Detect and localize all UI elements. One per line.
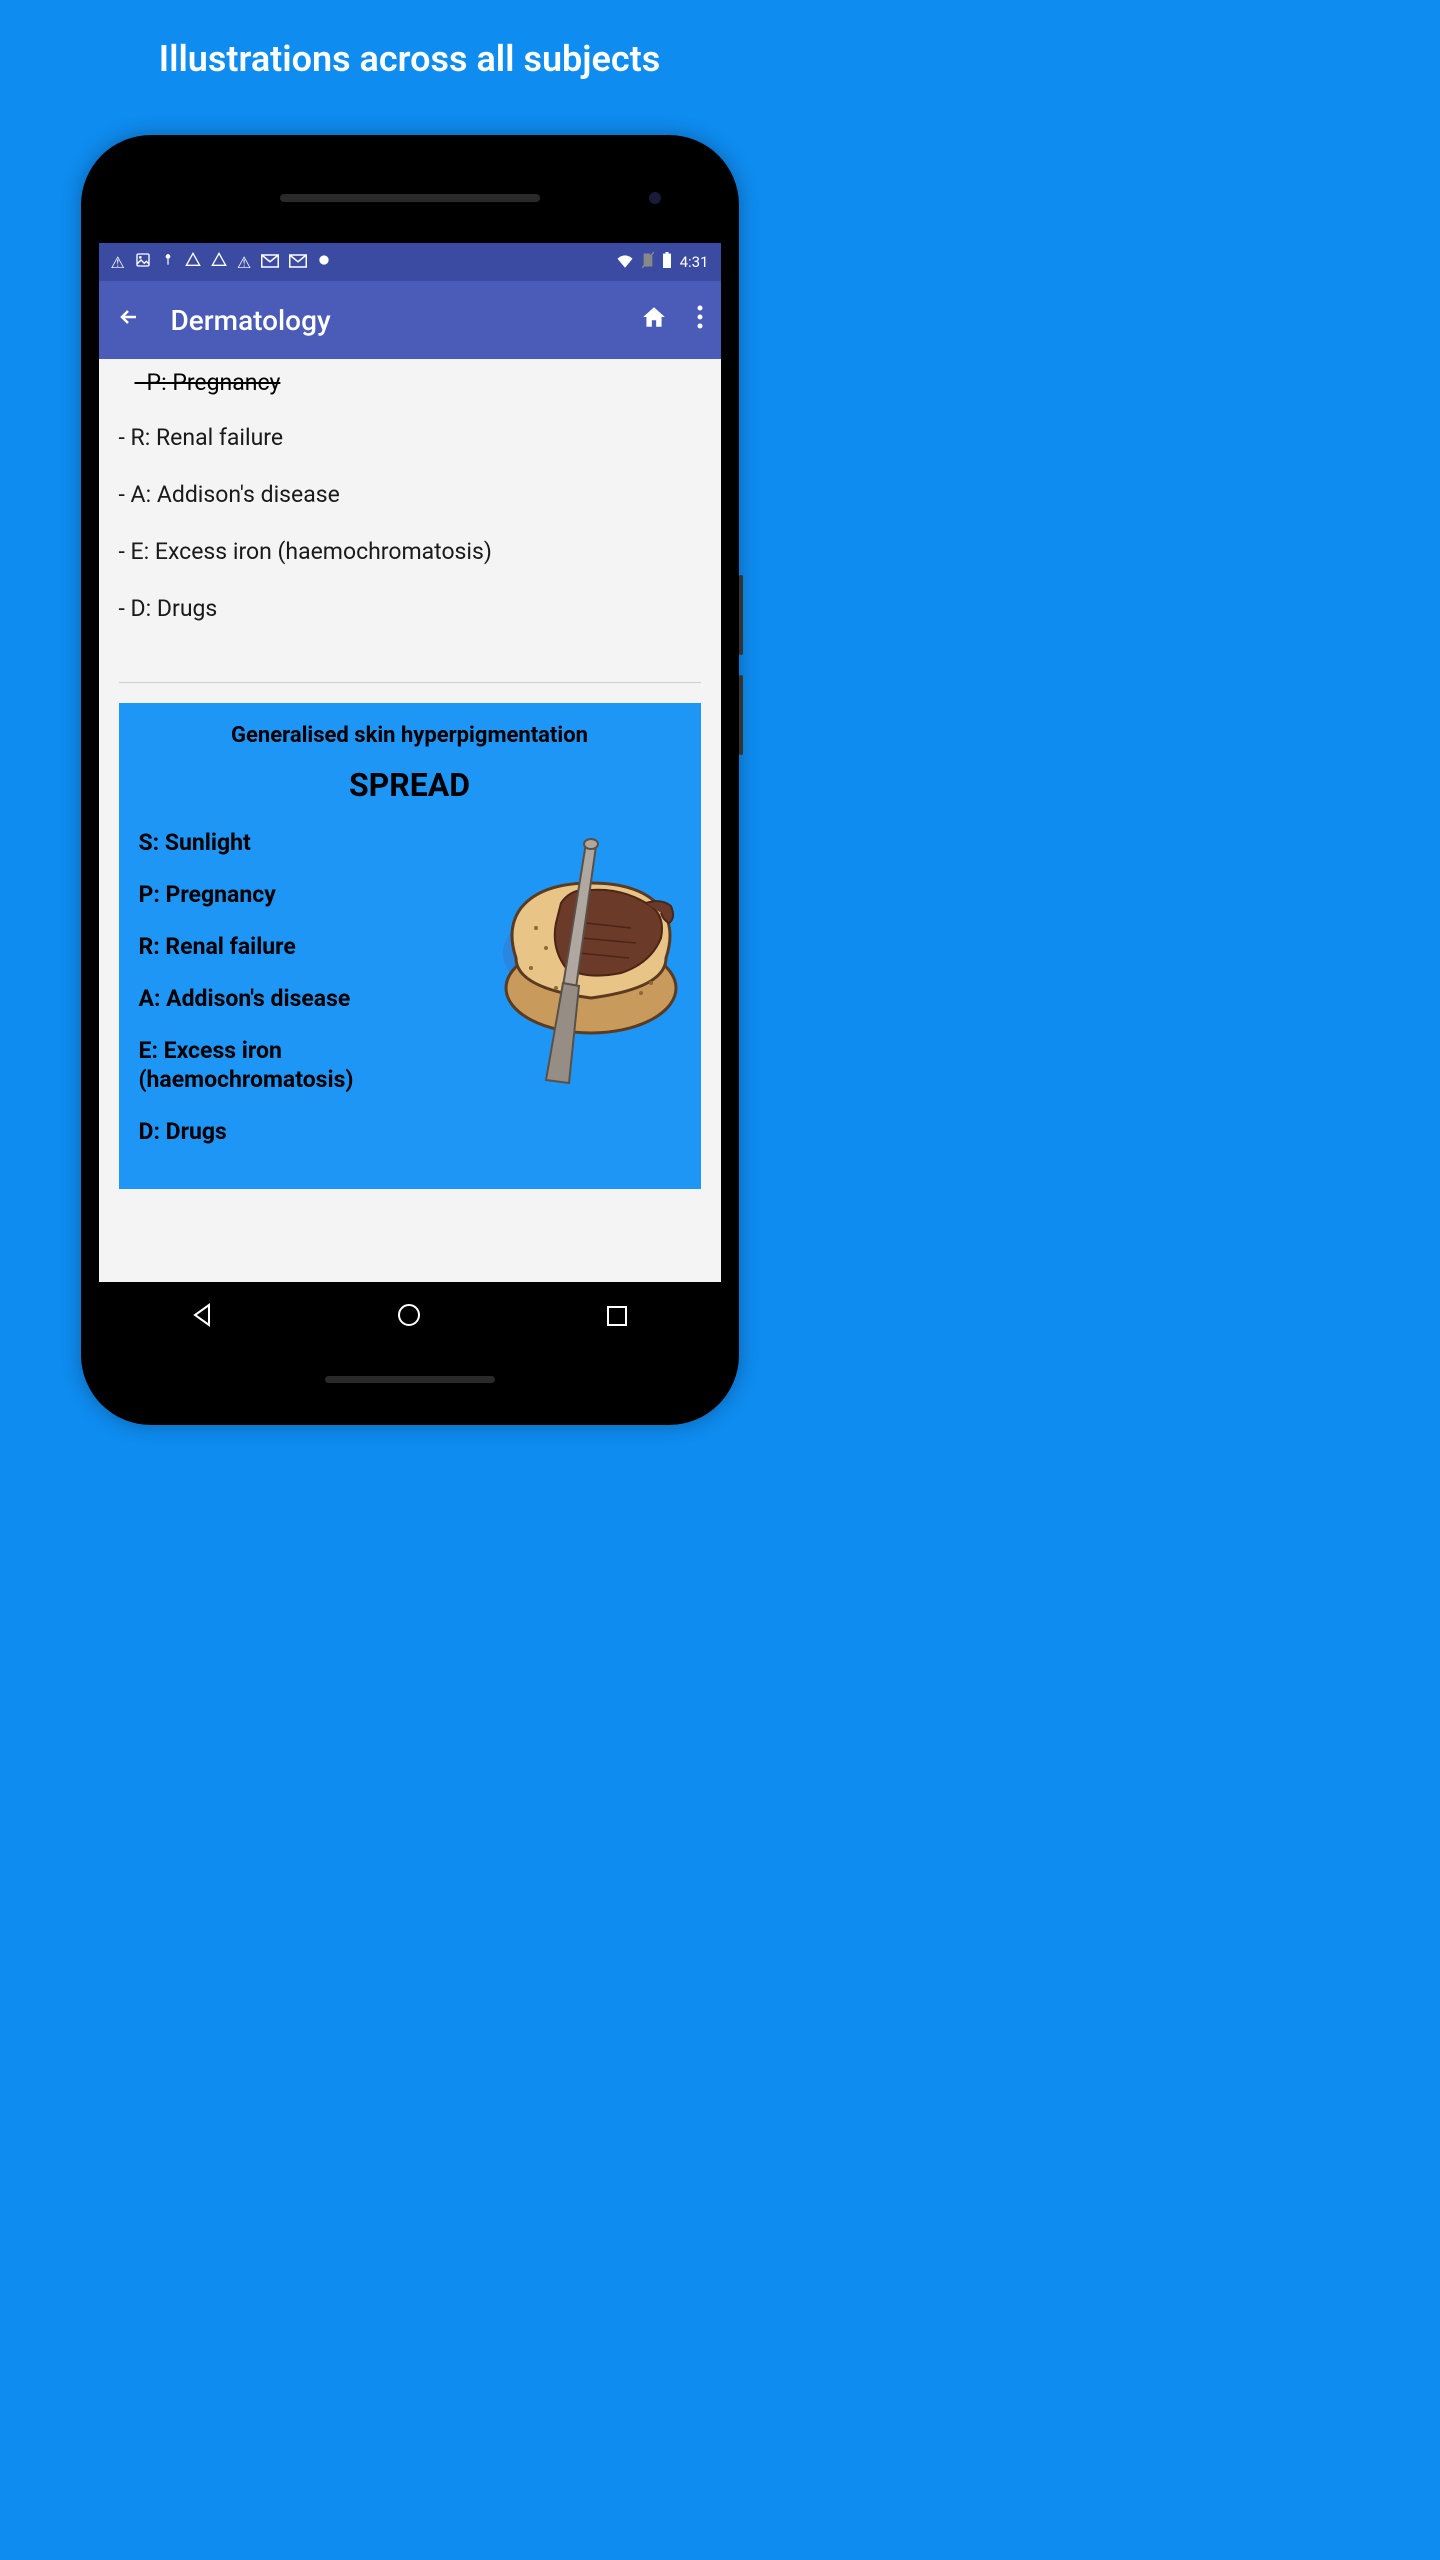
promo-container: Illustrations across all subjects ⚠ [0, 0, 819, 1456]
navigation-bar [99, 1282, 721, 1352]
back-arrow-icon[interactable] [117, 305, 141, 336]
list-item: - R: Renal failure [119, 424, 701, 451]
battery-icon [662, 252, 672, 272]
card-item: D: Drugs [139, 1117, 464, 1147]
phone-screen: ⚠ ⚠ [99, 153, 721, 1407]
status-left: ⚠ ⚠ [111, 252, 332, 272]
card-item: E: Excess iron (haemochromatosis) [139, 1036, 464, 1096]
warning-icon-2 [185, 252, 201, 272]
list-item: - D: Drugs [119, 595, 701, 622]
app-bar: Dermatology [99, 281, 721, 359]
phone-bezel-top [99, 153, 721, 243]
phone-bezel-bottom [99, 1352, 721, 1407]
mnemonic-card: Generalised skin hyperpigmentation SPREA… [119, 703, 701, 1189]
mail-icon-2 [289, 253, 307, 272]
divider [119, 682, 701, 683]
partial-list-item: - P: Pregnancy [135, 369, 701, 396]
home-icon[interactable] [641, 304, 667, 337]
volume-up-button [739, 575, 743, 655]
card-item: P: Pregnancy [139, 880, 464, 910]
list-item: - A: Addison's disease [119, 481, 701, 508]
promo-title: Illustrations across all subjects [159, 38, 661, 80]
phone-speaker [280, 194, 540, 202]
nav-home-icon[interactable] [397, 1301, 421, 1334]
status-time: 4:31 [680, 253, 709, 271]
content-area[interactable]: - P: Pregnancy - R: Renal failure - A: A… [99, 359, 721, 1282]
menu-dots-icon[interactable] [697, 305, 703, 336]
phone-frame: ⚠ ⚠ [81, 135, 739, 1425]
mail-icon [261, 253, 279, 272]
warning-icon: ⚠ [111, 253, 125, 272]
card-content: S: Sunlight P: Pregnancy R: Renal failur… [139, 828, 681, 1147]
mnemonic-list: - P: Pregnancy - R: Renal failure - A: A… [99, 359, 721, 672]
volume-down-button [739, 675, 743, 755]
warning-icon-3 [211, 252, 227, 272]
warning-icon-4: ⚠ [237, 253, 251, 272]
status-bar: ⚠ ⚠ [99, 243, 721, 281]
card-item: A: Addison's disease [139, 984, 464, 1014]
wifi-icon [616, 253, 634, 272]
nav-recent-icon[interactable] [606, 1301, 628, 1334]
location-icon [317, 252, 331, 272]
app-bar-title: Dermatology [171, 304, 611, 337]
card-list: S: Sunlight P: Pregnancy R: Renal failur… [139, 828, 464, 1147]
status-right: 4:31 [616, 252, 709, 272]
card-item: S: Sunlight [139, 828, 464, 858]
front-camera [649, 192, 661, 204]
list-item: - E: Excess iron (haemochromatosis) [119, 538, 701, 565]
nav-back-icon[interactable] [191, 1301, 213, 1334]
bottom-speaker [325, 1376, 495, 1383]
image-icon [135, 252, 151, 272]
no-sim-icon [642, 252, 654, 272]
android-icon [161, 252, 175, 272]
toast-illustration [491, 828, 691, 1088]
card-subtitle: SPREAD [139, 766, 681, 804]
card-item: R: Renal failure [139, 932, 464, 962]
card-title: Generalised skin hyperpigmentation [139, 723, 681, 748]
